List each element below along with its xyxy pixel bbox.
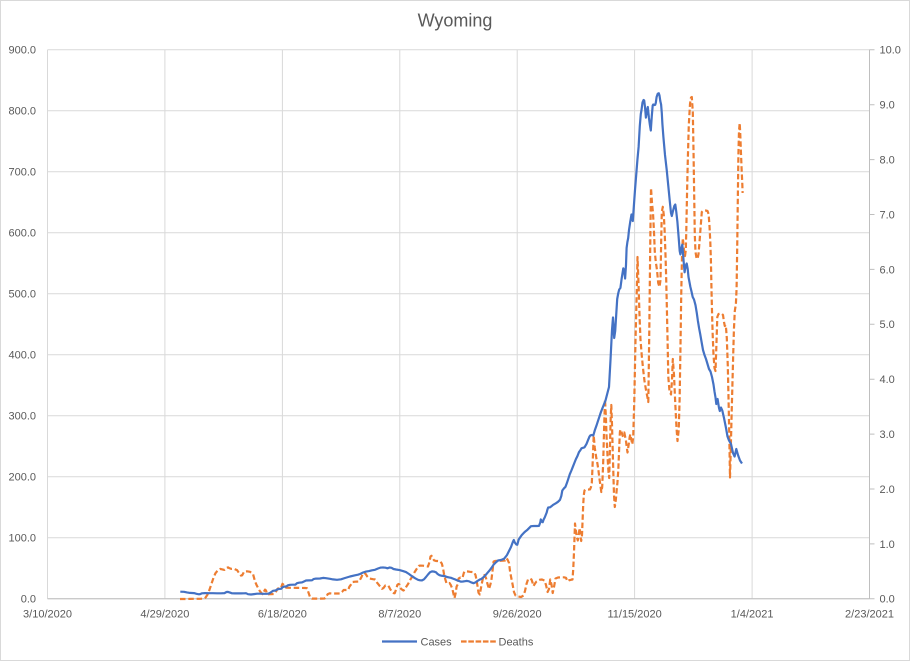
svg-text:3.0: 3.0 bbox=[880, 429, 895, 441]
svg-text:3/10/2020: 3/10/2020 bbox=[23, 609, 72, 621]
svg-text:7.0: 7.0 bbox=[880, 209, 895, 221]
svg-text:0.0: 0.0 bbox=[880, 594, 895, 606]
svg-text:6.0: 6.0 bbox=[880, 264, 895, 276]
svg-text:200.0: 200.0 bbox=[8, 472, 36, 484]
svg-text:Deaths: Deaths bbox=[499, 636, 534, 648]
svg-text:700.0: 700.0 bbox=[8, 167, 36, 179]
svg-text:600.0: 600.0 bbox=[8, 228, 36, 240]
svg-text:6/18/2020: 6/18/2020 bbox=[258, 609, 307, 621]
svg-text:100.0: 100.0 bbox=[8, 533, 36, 545]
svg-text:8/7/2020: 8/7/2020 bbox=[378, 609, 421, 621]
svg-text:5.0: 5.0 bbox=[880, 319, 895, 331]
svg-text:4/29/2020: 4/29/2020 bbox=[140, 609, 189, 621]
svg-text:1/4/2021: 1/4/2021 bbox=[731, 609, 774, 621]
svg-text:400.0: 400.0 bbox=[8, 350, 36, 362]
svg-text:4.0: 4.0 bbox=[880, 374, 895, 386]
svg-text:800.0: 800.0 bbox=[8, 106, 36, 118]
svg-text:2.0: 2.0 bbox=[880, 484, 895, 496]
svg-text:10.0: 10.0 bbox=[880, 45, 901, 57]
svg-text:0.0: 0.0 bbox=[21, 594, 36, 606]
svg-text:1.0: 1.0 bbox=[880, 539, 895, 551]
svg-text:Wyoming: Wyoming bbox=[418, 10, 493, 30]
svg-text:Cases: Cases bbox=[421, 636, 453, 648]
svg-text:2/23/2021: 2/23/2021 bbox=[845, 609, 894, 621]
svg-text:500.0: 500.0 bbox=[8, 289, 36, 301]
svg-text:9/26/2020: 9/26/2020 bbox=[493, 609, 542, 621]
svg-text:11/15/2020: 11/15/2020 bbox=[607, 609, 661, 621]
svg-text:300.0: 300.0 bbox=[8, 411, 36, 423]
svg-text:8.0: 8.0 bbox=[880, 155, 895, 167]
svg-text:9.0: 9.0 bbox=[880, 100, 895, 112]
svg-text:900.0: 900.0 bbox=[8, 45, 36, 57]
